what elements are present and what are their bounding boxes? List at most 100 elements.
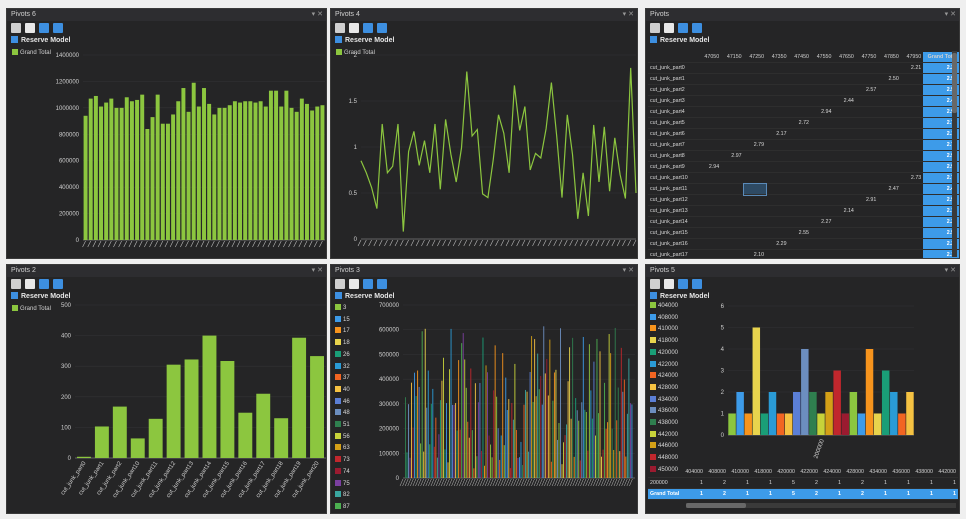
table-cell[interactable] bbox=[878, 249, 901, 258]
table-cell[interactable] bbox=[766, 106, 789, 118]
table-cell[interactable] bbox=[855, 205, 879, 217]
row-header[interactable]: cut_junk_part10 bbox=[648, 172, 699, 184]
table-cell[interactable] bbox=[766, 117, 789, 129]
table-cell[interactable] bbox=[878, 172, 901, 184]
table-cell[interactable] bbox=[855, 238, 879, 250]
table-cell[interactable] bbox=[833, 73, 856, 85]
table-cell[interactable]: 1 bbox=[751, 488, 774, 500]
table-cell[interactable]: 2.72 bbox=[788, 117, 811, 129]
table-cell[interactable] bbox=[788, 205, 811, 217]
column-header[interactable]: 47250 bbox=[743, 52, 767, 63]
table-cell[interactable] bbox=[788, 194, 811, 206]
table-cell[interactable] bbox=[698, 216, 722, 228]
row-header[interactable]: cut_junk_part16 bbox=[648, 238, 699, 250]
pivot-icon[interactable] bbox=[335, 23, 345, 33]
pivot-icon[interactable] bbox=[650, 23, 660, 33]
table-cell[interactable] bbox=[878, 216, 901, 228]
table-cell[interactable]: 1 bbox=[751, 477, 774, 489]
table-cell[interactable]: 2 bbox=[843, 488, 866, 500]
table-cell[interactable] bbox=[721, 194, 744, 206]
table-cell[interactable] bbox=[855, 249, 879, 258]
table-cell[interactable] bbox=[698, 172, 722, 184]
column-header[interactable]: 47550 bbox=[810, 52, 834, 63]
table-cell[interactable] bbox=[900, 150, 924, 162]
row-header[interactable]: cut_junk_part0 bbox=[648, 62, 699, 74]
table-cell[interactable] bbox=[900, 139, 924, 151]
table-cell[interactable] bbox=[855, 62, 879, 74]
table-cell[interactable] bbox=[766, 249, 789, 258]
table-cell[interactable] bbox=[698, 238, 722, 250]
table-cell[interactable] bbox=[833, 117, 856, 129]
table-cell[interactable] bbox=[810, 172, 834, 184]
table-cell[interactable] bbox=[721, 238, 744, 250]
column-header[interactable]: 47050 bbox=[698, 52, 722, 63]
table-cell[interactable] bbox=[810, 128, 834, 140]
horizontal-scrollbar[interactable] bbox=[686, 503, 956, 508]
data-icon[interactable] bbox=[25, 23, 35, 33]
table-cell[interactable]: 2.47 bbox=[878, 183, 901, 195]
column-header[interactable]: 410000 bbox=[728, 467, 751, 478]
table-cell[interactable] bbox=[743, 150, 767, 162]
table-cell[interactable] bbox=[900, 238, 924, 250]
pivot-icon[interactable] bbox=[650, 279, 660, 289]
table-cell[interactable] bbox=[743, 73, 767, 85]
table-cell[interactable]: 1 bbox=[728, 477, 751, 489]
table-cell[interactable] bbox=[878, 95, 901, 107]
panel-title-bar[interactable]: Pivots ▾ ✕ bbox=[646, 9, 959, 21]
row-header[interactable]: cut_junk_part12 bbox=[648, 194, 699, 206]
table-cell[interactable] bbox=[833, 194, 856, 206]
table-cell[interactable] bbox=[766, 73, 789, 85]
table-cell[interactable] bbox=[855, 95, 879, 107]
table-cell[interactable] bbox=[855, 73, 879, 85]
table-cell[interactable] bbox=[833, 249, 856, 258]
table-cell[interactable] bbox=[900, 95, 924, 107]
row-header[interactable]: cut_junk_part17 bbox=[648, 249, 699, 258]
panel-close-icon[interactable]: ▾ ✕ bbox=[311, 11, 323, 18]
table-cell[interactable] bbox=[900, 216, 924, 228]
table-cell[interactable] bbox=[855, 227, 879, 239]
grand-total-cell[interactable]: 2.29 bbox=[923, 238, 959, 250]
panel-close-icon[interactable]: ▾ ✕ bbox=[944, 11, 956, 18]
column-header[interactable]: 47650 bbox=[833, 52, 856, 63]
table-cell[interactable]: 2.44 bbox=[833, 95, 856, 107]
table-cell[interactable] bbox=[833, 62, 856, 74]
table-cell[interactable] bbox=[698, 150, 722, 162]
table-cell[interactable] bbox=[788, 95, 811, 107]
table-cell[interactable] bbox=[878, 62, 901, 74]
grand-total-cell[interactable]: 2.57 bbox=[923, 84, 959, 96]
table-cell[interactable] bbox=[766, 139, 789, 151]
table-cell[interactable] bbox=[833, 216, 856, 228]
table-cell[interactable]: 1 bbox=[820, 477, 843, 489]
row-header[interactable]: cut_junk_part9 bbox=[648, 161, 699, 173]
panel-title-bar[interactable]: Pivots 6 ▾ ✕ bbox=[7, 9, 326, 21]
data-icon[interactable] bbox=[664, 279, 674, 289]
column-header[interactable]: 434000 bbox=[866, 467, 889, 478]
table-cell[interactable]: 5 bbox=[774, 488, 797, 500]
table-cell[interactable]: 2.21 bbox=[900, 62, 924, 74]
table-cell[interactable] bbox=[698, 95, 722, 107]
table-cell[interactable] bbox=[878, 194, 901, 206]
table-cell[interactable]: 2.94 bbox=[810, 106, 834, 118]
column-header[interactable]: 418000 bbox=[751, 467, 774, 478]
table-cell[interactable] bbox=[766, 84, 789, 96]
table-cell[interactable] bbox=[810, 249, 834, 258]
column-header[interactable]: 442000 bbox=[935, 467, 958, 478]
table-cell[interactable]: 1 bbox=[912, 488, 935, 500]
table-cell[interactable]: 2 bbox=[797, 477, 820, 489]
table-cell[interactable] bbox=[698, 106, 722, 118]
table-cell[interactable] bbox=[810, 227, 834, 239]
row-header[interactable]: 200000 bbox=[648, 477, 682, 489]
data-icon[interactable] bbox=[664, 23, 674, 33]
table-cell[interactable]: 2.27 bbox=[810, 216, 834, 228]
table-cell[interactable] bbox=[721, 62, 744, 74]
column-header[interactable]: 47750 bbox=[855, 52, 879, 63]
panel-close-icon[interactable]: ▾ ✕ bbox=[311, 267, 323, 274]
table-cell[interactable] bbox=[721, 139, 744, 151]
table-cell[interactable] bbox=[766, 62, 789, 74]
panel-close-icon[interactable]: ▾ ✕ bbox=[622, 267, 634, 274]
column-header[interactable]: 47450 bbox=[788, 52, 811, 63]
data-icon[interactable] bbox=[349, 23, 359, 33]
column-header[interactable]: 422000 bbox=[797, 467, 820, 478]
row-header[interactable]: cut_junk_part6 bbox=[648, 128, 699, 140]
table-cell[interactable] bbox=[788, 161, 811, 173]
